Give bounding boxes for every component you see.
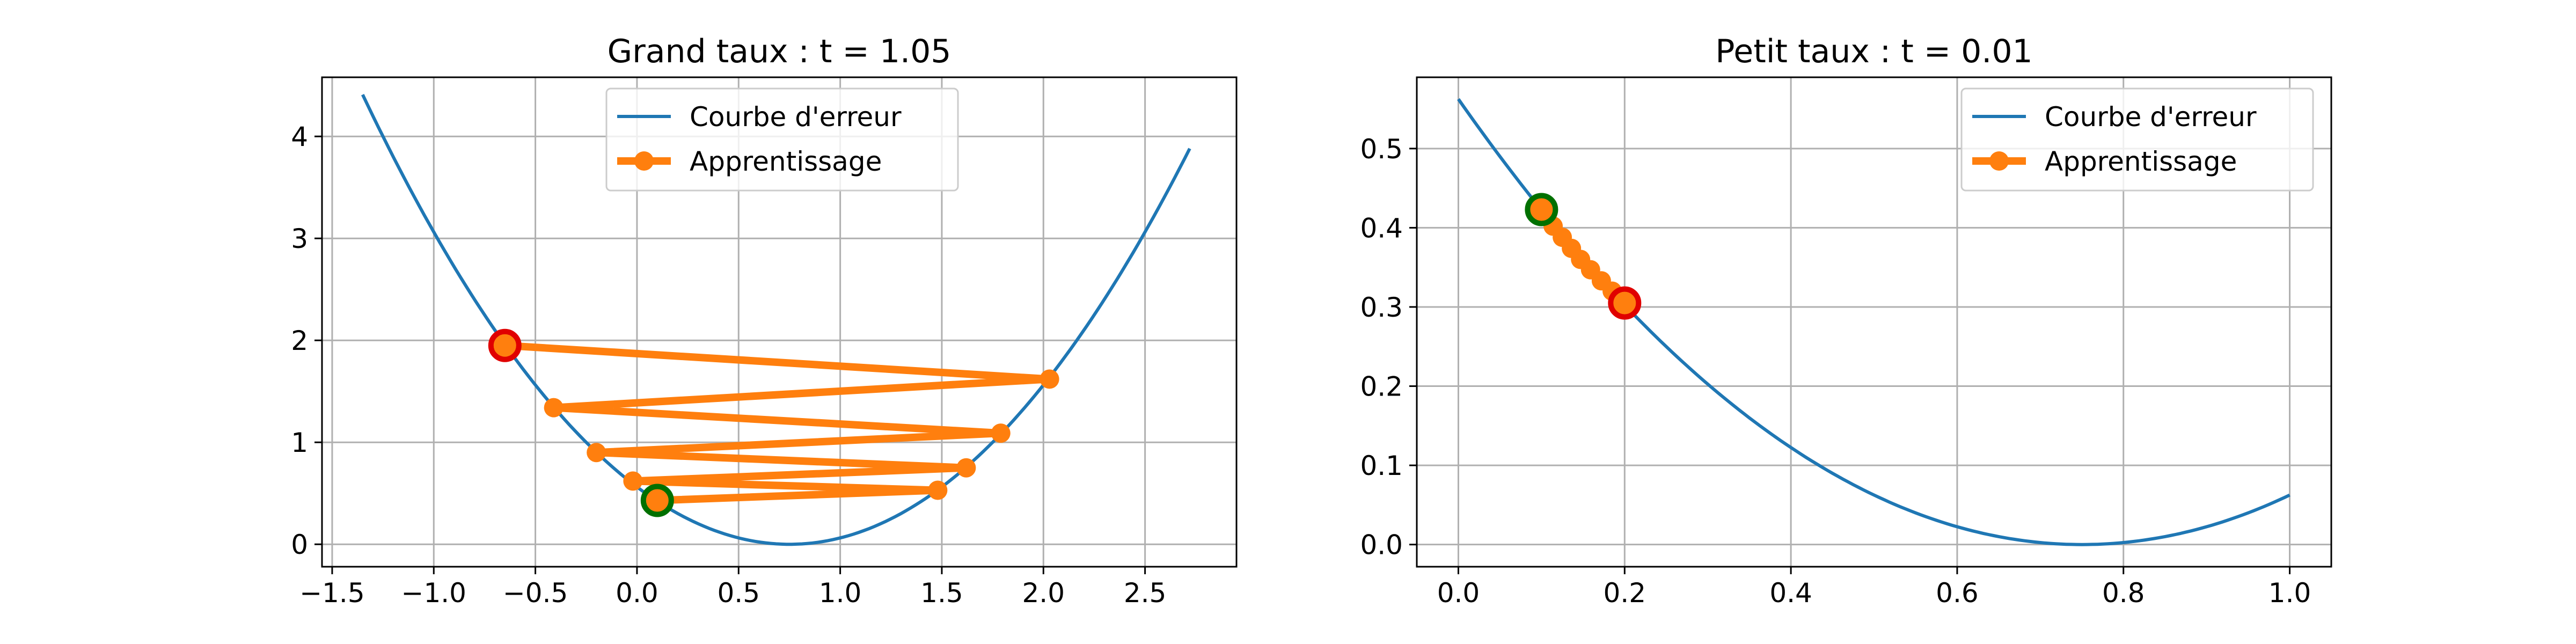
plot-area: [361, 94, 1191, 546]
axis-ticks: −1.5 −1.0 −0.5 0.0 0.5 1.0 1.5 2.0 2.5 0 1 2 3 4: [291, 121, 1166, 609]
legend-box: [1960, 87, 2314, 192]
learning-step-point: [587, 443, 606, 463]
chart-title: Grand taux : t = 1.05: [608, 33, 952, 70]
end-point-marker: [1525, 193, 1558, 226]
learning-step-point: [991, 423, 1011, 443]
y-tick-label: 0.5: [1360, 134, 1403, 165]
x-tick-label: 0.8: [2102, 577, 2145, 609]
legend: Courbe d'erreur Apprentissage: [1960, 87, 2314, 192]
y-tick-label: 2: [291, 325, 308, 356]
chart-title: Petit taux : t = 0.01: [1715, 33, 2032, 70]
axes-frame: [321, 76, 1238, 568]
legend-label-learning: Apprentissage: [690, 146, 882, 177]
x-tick-label: 2.5: [1124, 577, 1167, 609]
legend-label-learning: Apprentissage: [2045, 146, 2237, 177]
x-tick-label: −1.5: [299, 577, 364, 609]
learning-step-point: [1040, 369, 1059, 389]
learning-step-point: [623, 471, 643, 491]
y-tick-label: 0.4: [1360, 213, 1403, 244]
learning-step-point: [956, 458, 976, 478]
y-tick-label: 0.3: [1360, 292, 1403, 323]
legend-label-curve: Courbe d'erreur: [2045, 101, 2257, 133]
start-point-marker: [488, 328, 522, 362]
x-tick-label: 1.0: [2268, 577, 2311, 609]
x-tick-label: 0.6: [1936, 577, 1979, 609]
y-tick-label: 0.0: [1360, 530, 1403, 561]
start-point-marker: [1608, 286, 1642, 320]
x-tick-label: 1.5: [920, 577, 963, 609]
legend: Courbe d'erreur Apprentissage: [605, 87, 959, 192]
y-tick-label: 0.1: [1360, 450, 1403, 481]
axis-ticks: 0.0 0.2 0.4 0.6 0.8 1.0 0.0 0.1 0.2 0.3 0.4 0.5: [1360, 134, 2311, 609]
learning-step-point: [544, 398, 564, 418]
x-tick-label: 0.2: [1604, 577, 1646, 609]
y-tick-label: 4: [291, 121, 308, 152]
legend-learning-marker: [634, 151, 654, 171]
x-tick-label: −0.5: [503, 577, 568, 609]
chart-panel-petit-taux: 0.0 0.2 0.4 0.6 0.8 1.0 0.0 0.1 0.2 0.3 0.4 0.5 Pet…: [1360, 33, 2332, 609]
x-tick-label: 2.0: [1022, 577, 1065, 609]
x-tick-label: 0.5: [718, 577, 760, 609]
learning-step-point: [928, 480, 948, 500]
x-tick-label: 0.0: [1437, 577, 1480, 609]
y-tick-label: 0: [291, 529, 308, 560]
plot-area: [1457, 98, 2290, 546]
x-tick-label: 0.0: [616, 577, 658, 609]
legend-box: [605, 87, 959, 192]
x-tick-label: 0.4: [1769, 577, 1812, 609]
end-point-marker: [640, 484, 674, 517]
axes-frame: [1416, 76, 2332, 568]
x-tick-label: 1.0: [819, 577, 862, 609]
y-tick-label: 0.2: [1360, 371, 1403, 402]
y-tick-label: 1: [291, 427, 308, 458]
chart-panel-grand-taux: −1.5 −1.0 −0.5 0.0 0.5 1.0 1.5 2.0 2.5 0 1 2 3 4 Gran…: [291, 33, 1238, 609]
legend-learning-marker: [1989, 151, 2009, 171]
y-tick-label: 3: [291, 223, 308, 254]
x-tick-label: −1.0: [401, 577, 466, 609]
grid: [1417, 77, 2331, 567]
legend-label-curve: Courbe d'erreur: [690, 101, 902, 133]
